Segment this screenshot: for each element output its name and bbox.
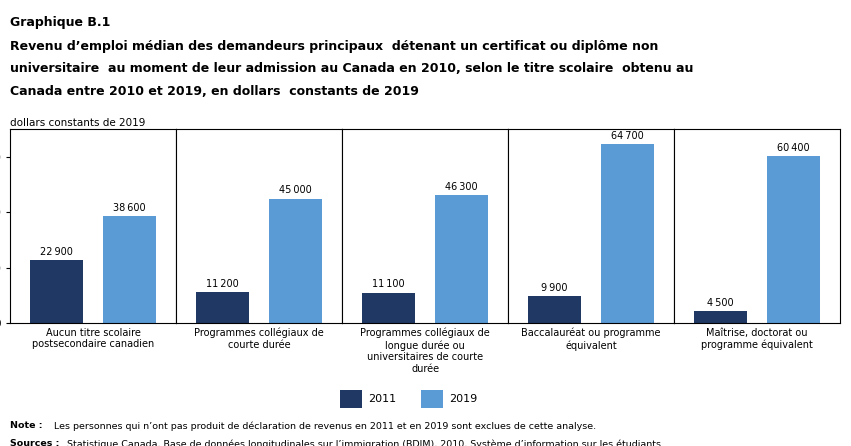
Bar: [601, 144, 654, 323]
Bar: [694, 311, 747, 323]
Bar: [30, 260, 83, 323]
Text: Maîtrise, doctorat ou
programme équivalent: Maîtrise, doctorat ou programme équivale…: [701, 328, 813, 350]
Text: Canada entre 2010 et 2019, en dollars  constants de 2019: Canada entre 2010 et 2019, en dollars co…: [10, 85, 419, 98]
Text: 2019: 2019: [449, 394, 477, 404]
Text: 64 700: 64 700: [611, 131, 644, 140]
Text: 4 500: 4 500: [707, 297, 734, 308]
Bar: [103, 216, 157, 323]
Text: dollars constants de 2019: dollars constants de 2019: [10, 118, 146, 128]
Text: Aucun titre scolaire
postsecondaire canadien: Aucun titre scolaire postsecondaire cana…: [32, 328, 154, 349]
Text: Note :: Note :: [10, 421, 43, 430]
Bar: [362, 293, 415, 323]
Text: 46 300: 46 300: [445, 182, 478, 192]
Text: 9 900: 9 900: [541, 283, 568, 293]
Text: universitaire  au moment de leur admission au Canada en 2010, selon le titre sco: universitaire au moment de leur admissio…: [10, 62, 694, 75]
Text: 2011: 2011: [368, 394, 397, 404]
Bar: [269, 198, 323, 323]
Bar: [196, 292, 249, 323]
Text: Statistique Canada, Base de données longitudinales sur l’immigration (BDIM), 201: Statistique Canada, Base de données long…: [64, 439, 661, 446]
Text: 11 200: 11 200: [206, 279, 239, 289]
Text: 11 100: 11 100: [372, 279, 405, 289]
Text: 60 400: 60 400: [777, 143, 810, 153]
Text: Programmes collégiaux de
courte durée: Programmes collégiaux de courte durée: [194, 328, 324, 350]
Bar: [767, 156, 820, 323]
Text: 22 900: 22 900: [40, 247, 73, 256]
Text: Revenu d’emploi médian des demandeurs principaux  détenant un certificat ou dipl: Revenu d’emploi médian des demandeurs pr…: [10, 40, 659, 53]
Bar: [528, 296, 581, 323]
Text: Programmes collégiaux de
longue durée ou
universitaires de courte
durée: Programmes collégiaux de longue durée ou…: [360, 328, 490, 374]
Text: 45 000: 45 000: [279, 185, 312, 195]
Text: 38 600: 38 600: [113, 203, 146, 213]
Text: Sources :: Sources :: [10, 439, 60, 446]
Text: Les personnes qui n’ont pas produit de déclaration de revenus en 2011 et en 2019: Les personnes qui n’ont pas produit de d…: [51, 421, 597, 431]
Text: Graphique B.1: Graphique B.1: [10, 16, 111, 29]
Bar: [435, 195, 488, 323]
Text: Baccalauréat ou programme
équivalent: Baccalauréat ou programme équivalent: [522, 328, 660, 351]
